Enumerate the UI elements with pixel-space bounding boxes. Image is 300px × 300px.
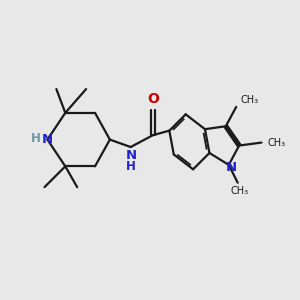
- Text: O: O: [148, 92, 160, 106]
- Text: CH₃: CH₃: [241, 94, 259, 104]
- Text: CH₃: CH₃: [268, 138, 286, 148]
- Text: H: H: [31, 132, 41, 145]
- Text: H: H: [126, 160, 136, 172]
- Text: N: N: [226, 161, 237, 174]
- Text: N: N: [126, 148, 137, 161]
- Text: CH₃: CH₃: [231, 186, 249, 196]
- Text: N: N: [42, 133, 53, 146]
